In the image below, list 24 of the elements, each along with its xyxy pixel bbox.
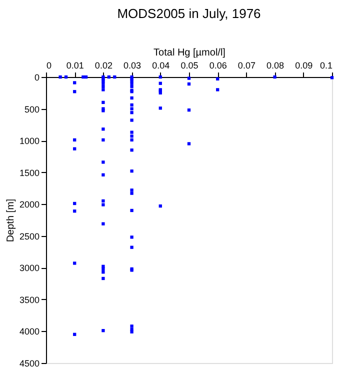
x-tick-label: 0.05 xyxy=(180,60,198,70)
x-tick-label: 0.07 xyxy=(238,60,256,70)
y-tick-label: 3000 xyxy=(19,263,40,274)
y-tick-label: 1000 xyxy=(19,136,40,146)
y-tick-label: 3500 xyxy=(19,294,40,305)
y-tick-label: 2000 xyxy=(19,200,40,210)
x-tick-label: 0.02 xyxy=(94,60,112,70)
x-tick-label: 0.1 xyxy=(320,60,332,70)
x-tick-label: 0.03 xyxy=(124,60,142,70)
x-tick-label: 0 xyxy=(46,60,52,70)
chart-title: MODS2005 in July, 1976 xyxy=(117,6,261,21)
y-tick-label: 0 xyxy=(34,72,40,82)
y-tick-label: 4500 xyxy=(19,358,40,368)
y-tick-label: 4000 xyxy=(19,326,40,337)
x-tick-label: 0.04 xyxy=(152,60,170,70)
x-axis-title: Total Hg [µmol/l] xyxy=(154,48,226,58)
x-tick-label: 0.01 xyxy=(66,60,84,70)
y-tick-label: 500 xyxy=(24,104,40,114)
x-tick-label: 0.06 xyxy=(209,60,227,70)
y-tick-label: 1500 xyxy=(19,168,40,178)
y-tick-label: 2500 xyxy=(19,231,40,242)
x-tick-label: 0.09 xyxy=(295,60,313,70)
y-axis-title: Depth [m] xyxy=(5,198,16,242)
x-tick-label: 0.08 xyxy=(266,60,284,70)
